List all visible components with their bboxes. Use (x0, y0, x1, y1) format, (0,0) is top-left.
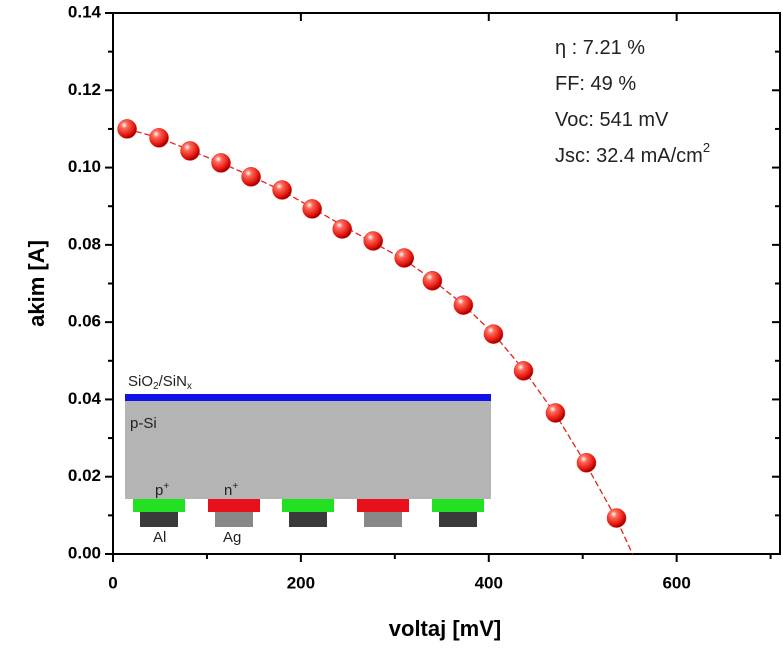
substrate (125, 400, 491, 499)
n-contact (208, 499, 260, 512)
data-point (394, 248, 414, 268)
y-axis-title: akim [A] (24, 240, 49, 327)
p-contact (133, 499, 185, 512)
data-point (422, 271, 443, 291)
ag-electrode (215, 512, 253, 527)
data-point (117, 119, 137, 139)
annotation: FF: 49 % (555, 73, 636, 95)
data-point (332, 219, 352, 239)
x-tick-label: 600 (662, 573, 690, 592)
data-point (513, 361, 534, 381)
p-contact (432, 499, 484, 512)
y-tick-label: 0.00 (68, 543, 101, 562)
y-tick-label: 0.10 (68, 157, 101, 176)
annotation-text: FF: 49 % (555, 73, 636, 95)
annotation: Jsc: 32.4 mA/cm2 (555, 140, 710, 167)
data-point (545, 403, 566, 423)
ag-electrode (364, 512, 402, 527)
annotation-sup: 2 (703, 140, 710, 155)
x-tick-label: 200 (287, 573, 315, 592)
annotation-text: Voc: 541 mV (555, 109, 669, 131)
x-axis-title: voltaj [mV] (389, 616, 501, 641)
data-point (272, 180, 292, 200)
data-point (241, 167, 261, 187)
y-tick-label: 0.14 (68, 2, 102, 21)
y-tick-label: 0.02 (68, 466, 101, 485)
p-contact (282, 499, 334, 512)
data-point (576, 453, 597, 473)
data-point (180, 141, 200, 161)
y-tick-label: 0.08 (68, 234, 101, 253)
data-point (606, 508, 627, 528)
al-electrode (439, 512, 477, 527)
data-point (453, 295, 474, 315)
coating-label: SiO2/SiNx (128, 373, 192, 392)
x-tick-label: 0 (108, 573, 117, 592)
y-tick-label: 0.04 (68, 389, 102, 408)
y-tick-label: 0.12 (68, 80, 101, 99)
annotation: η : 7.21 % (555, 37, 645, 59)
doping-label: p+ (155, 481, 169, 499)
annotation-text: Jsc: 32.4 mA/cm (555, 145, 703, 167)
annotation-text: η : 7.21 % (555, 37, 645, 59)
data-point (149, 128, 169, 148)
data-point (302, 199, 322, 219)
n-contact (357, 499, 409, 512)
metal-label: Ag (223, 529, 241, 546)
al-electrode (140, 512, 178, 527)
metal-label: Al (153, 529, 166, 546)
x-tick-label: 400 (475, 573, 503, 592)
data-point (211, 153, 231, 173)
doping-label: n+ (224, 481, 238, 499)
data-point (483, 324, 504, 344)
data-point (363, 231, 383, 251)
al-electrode (289, 512, 327, 527)
inset: SiO2/SiNx p-Si p+ n+ Al Ag (125, 373, 491, 546)
y-tick-label: 0.06 (68, 312, 101, 331)
annotation: Voc: 541 mV (555, 109, 669, 131)
substrate-label: p-Si (130, 415, 157, 432)
coating (125, 394, 491, 401)
